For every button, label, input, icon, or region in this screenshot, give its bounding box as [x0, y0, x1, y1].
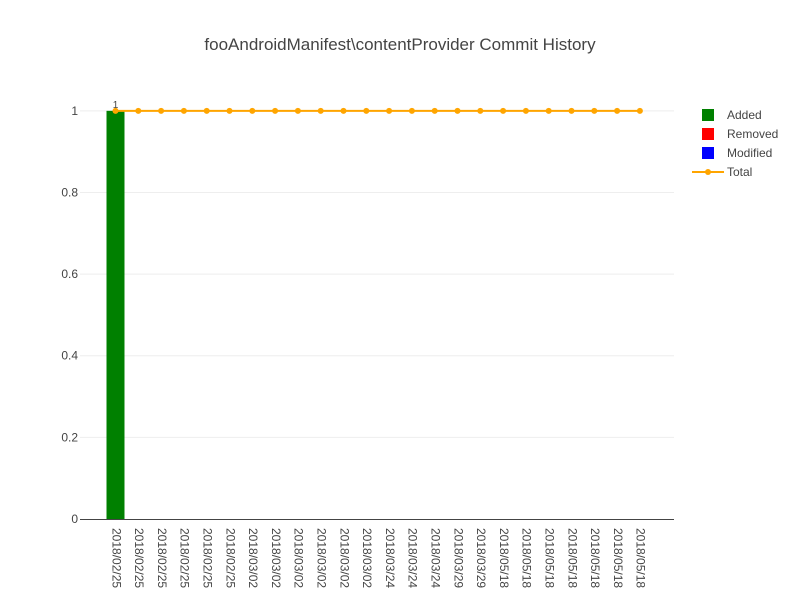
bar-added	[106, 110, 125, 520]
x-tick-label: 2018/02/25	[178, 528, 192, 588]
x-tick-label: 2018/02/25	[201, 528, 215, 588]
bar-data-label: 1	[113, 100, 119, 111]
legend-label: Added	[727, 108, 762, 122]
total-point	[135, 107, 142, 114]
legend-label: Total	[727, 165, 752, 179]
legend-item-modified[interactable]: Modified	[702, 146, 772, 160]
total-point	[340, 107, 347, 114]
legend-swatch	[702, 128, 714, 140]
x-tick-label: 2018/05/18	[634, 528, 648, 588]
legend-swatch-marker	[705, 169, 711, 175]
x-tick-label: 2018/03/24	[429, 528, 443, 588]
total-point	[431, 107, 438, 114]
x-tick-label: 2018/05/18	[611, 528, 625, 588]
legend-item-total[interactable]: Total	[692, 165, 752, 179]
x-tick-label: 2018/02/25	[155, 528, 169, 588]
total-point	[614, 107, 621, 114]
total-point	[568, 107, 575, 114]
x-tick-label: 2018/05/18	[565, 528, 579, 588]
y-tick-label: 1	[71, 104, 78, 118]
legend-swatch	[702, 109, 714, 121]
total-point	[272, 107, 279, 114]
x-tick-label: 2018/05/18	[520, 528, 534, 588]
x-tick-label: 2018/05/18	[588, 528, 602, 588]
total-point	[180, 107, 187, 114]
legend-label: Removed	[727, 127, 778, 141]
total-point	[591, 107, 598, 114]
x-tick-label: 2018/03/02	[315, 528, 329, 588]
total-point	[112, 107, 119, 114]
y-tick-label: 0.8	[61, 185, 78, 199]
total-point	[363, 107, 370, 114]
x-tick-label: 2018/05/18	[543, 528, 557, 588]
total-point	[249, 107, 256, 114]
total-line-layer	[112, 107, 643, 114]
total-point	[500, 107, 507, 114]
x-tick-label: 2018/02/25	[223, 528, 237, 588]
bars: 1	[106, 100, 125, 520]
total-point	[386, 107, 393, 114]
total-point	[203, 107, 210, 114]
x-tick-label: 2018/03/29	[474, 528, 488, 588]
total-point	[636, 107, 643, 114]
total-point	[158, 107, 165, 114]
total-point	[294, 107, 301, 114]
chart-title: fooAndroidManifest\contentProvider Commi…	[204, 35, 596, 54]
total-point	[226, 107, 233, 114]
legend-label: Modified	[727, 146, 772, 160]
legend-item-removed[interactable]: Removed	[702, 127, 778, 141]
total-point	[454, 107, 461, 114]
x-tick-label: 2018/03/29	[451, 528, 465, 588]
x-tick-label: 2018/02/25	[132, 528, 146, 588]
total-point	[477, 107, 484, 114]
legend-swatch	[702, 147, 714, 159]
x-tick-label: 2018/03/02	[360, 528, 374, 588]
x-tick-label: 2018/03/24	[383, 528, 397, 588]
y-tick-label: 0	[71, 512, 78, 526]
x-tick-label: 2018/02/25	[109, 528, 123, 588]
total-point	[522, 107, 529, 114]
x-tick-label: 2018/03/02	[337, 528, 351, 588]
legend-item-added[interactable]: Added	[702, 108, 762, 122]
grid-lines	[80, 110, 674, 438]
x-tick-label: 2018/03/24	[406, 528, 420, 588]
x-tick-label: 2018/03/02	[246, 528, 260, 588]
total-point	[408, 107, 415, 114]
x-tick-label: 2018/05/18	[497, 528, 511, 588]
y-tick-label: 0.6	[61, 267, 78, 281]
legend[interactable]: Added Removed Modified Total	[692, 108, 778, 179]
y-tick-label: 0.2	[61, 430, 78, 444]
x-tick-label: 2018/03/02	[269, 528, 283, 588]
axes: 0 0.2 0.4 0.6 0.8 1 2018/02/25 2018/02/25 2018/0…	[61, 104, 674, 588]
total-point	[317, 107, 324, 114]
total-point	[545, 107, 552, 114]
x-tick-label: 2018/03/02	[292, 528, 306, 588]
y-tick-label: 0.4	[61, 349, 78, 363]
